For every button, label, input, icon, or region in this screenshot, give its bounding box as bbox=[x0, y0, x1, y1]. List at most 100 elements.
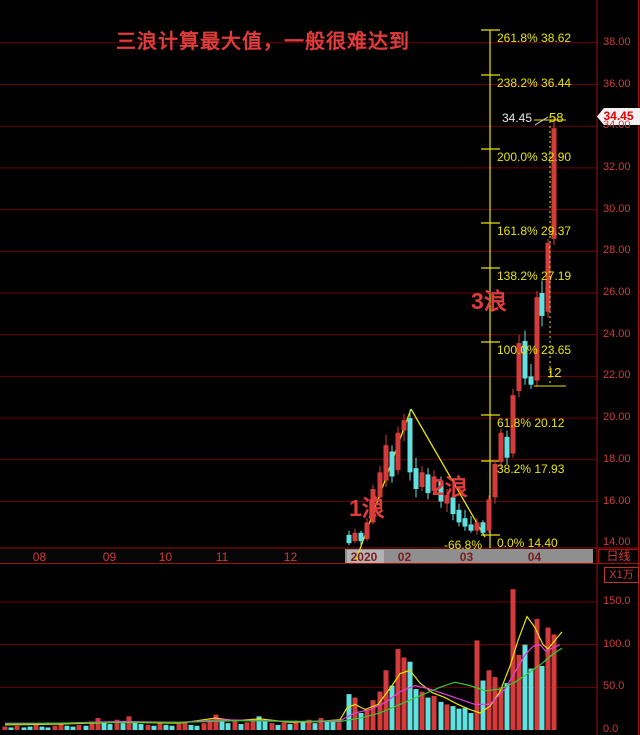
measure-bottom-label: 12 bbox=[547, 365, 562, 380]
volume-bar bbox=[425, 697, 431, 730]
candle-body bbox=[474, 522, 480, 531]
volume-bar bbox=[383, 670, 389, 730]
candle-body bbox=[504, 436, 510, 458]
volume-bar bbox=[377, 691, 383, 730]
x-tick-label: 10 bbox=[158, 550, 173, 564]
price-tick-label: 22.00 bbox=[603, 369, 631, 382]
volume-bar bbox=[539, 666, 545, 730]
candle-body bbox=[395, 432, 401, 471]
volume-bar bbox=[83, 725, 89, 730]
x-tick-label: 09 bbox=[102, 550, 117, 564]
volume-bar bbox=[182, 722, 188, 730]
fib-level-label: 200.0% 32.90 bbox=[497, 150, 572, 164]
volume-tick-label: 50.0 bbox=[603, 680, 625, 693]
volume-bar bbox=[250, 718, 256, 730]
volume-bar bbox=[58, 723, 64, 730]
volume-bar bbox=[401, 657, 407, 730]
volume-bar bbox=[114, 719, 120, 730]
price-tick-label: 20.00 bbox=[603, 411, 631, 424]
candle-body bbox=[480, 522, 486, 533]
volume-bar bbox=[76, 724, 82, 730]
volume-bar bbox=[169, 725, 175, 730]
volume-bar bbox=[486, 670, 492, 730]
volume-bar bbox=[516, 654, 522, 730]
volume-bar bbox=[157, 723, 163, 730]
fib-level-label: 0.0% 14.40 bbox=[497, 536, 558, 550]
candle-body bbox=[468, 524, 474, 531]
candle-body bbox=[545, 242, 551, 312]
candle-body bbox=[438, 480, 444, 502]
candle-body bbox=[456, 509, 462, 523]
volume-bar bbox=[492, 677, 498, 730]
volume-bar bbox=[2, 726, 8, 730]
measure-pointer-line bbox=[534, 116, 549, 126]
candle-body bbox=[528, 376, 534, 385]
fib-retrace-label: -66.8% bbox=[444, 538, 483, 552]
volume-bar bbox=[293, 720, 299, 730]
volume-bar bbox=[188, 724, 194, 730]
fib-level-label: 138.2% 27.19 bbox=[497, 269, 572, 283]
wave1-label: 1浪 bbox=[349, 495, 385, 521]
volume-bar bbox=[522, 644, 528, 730]
volume-tick-label: 150.0 bbox=[603, 595, 631, 607]
fib-level-label: 238.2% 36.44 bbox=[497, 76, 572, 90]
volume-bar bbox=[300, 722, 306, 730]
volume-bar bbox=[545, 627, 551, 730]
candle-body bbox=[401, 420, 407, 431]
volume-bar bbox=[132, 721, 138, 730]
volume-bar bbox=[330, 719, 336, 730]
volume-bar bbox=[324, 721, 330, 730]
volume-bar bbox=[33, 724, 39, 730]
candle-body bbox=[534, 297, 540, 381]
candle-body bbox=[486, 499, 492, 531]
volume-bar bbox=[101, 722, 107, 730]
candle-body bbox=[431, 476, 437, 492]
wave-trendline bbox=[355, 408, 412, 561]
volume-tick-label: 0.0 bbox=[603, 723, 619, 735]
candle-body bbox=[516, 343, 522, 391]
volume-bar bbox=[336, 722, 342, 730]
volume-bar bbox=[14, 725, 20, 730]
candle-body bbox=[346, 534, 352, 544]
volume-bar bbox=[256, 716, 262, 730]
measure-top-label: 58 bbox=[549, 110, 564, 125]
period-selector[interactable]: 日线 bbox=[598, 549, 639, 564]
volume-bar bbox=[528, 668, 534, 730]
volume-bar bbox=[176, 724, 182, 730]
volume-bar bbox=[504, 683, 510, 730]
volume-bar bbox=[419, 691, 425, 730]
volume-bar bbox=[8, 727, 14, 730]
candle-body bbox=[358, 532, 364, 542]
price-tick-label: 14.00 bbox=[603, 536, 631, 549]
chart-annotation-title: 三浪计算最大值，一般很难达到 bbox=[116, 31, 410, 53]
candle-body bbox=[383, 445, 389, 481]
x-tick-label: 08 bbox=[32, 550, 47, 564]
volume-bar bbox=[213, 714, 219, 730]
candle-body bbox=[444, 495, 450, 504]
x-tick-label: 11 bbox=[215, 550, 229, 564]
volume-tick-label: 100.0 bbox=[603, 637, 631, 650]
fib-level-label: 100.0% 23.65 bbox=[497, 343, 572, 357]
volume-bar bbox=[21, 727, 27, 730]
volume-bar bbox=[107, 724, 113, 730]
volume-bar bbox=[444, 704, 450, 730]
volume-bar bbox=[474, 640, 480, 730]
volume-bar bbox=[534, 619, 540, 730]
candle-body bbox=[522, 340, 528, 379]
x-tick-label: 12 bbox=[283, 550, 298, 564]
candle-body bbox=[352, 532, 358, 542]
candle-body bbox=[389, 451, 395, 477]
volume-bar bbox=[238, 724, 244, 730]
price-tick-label: 38.00 bbox=[603, 35, 631, 48]
volume-bar bbox=[138, 724, 144, 730]
volume-bar bbox=[232, 721, 238, 730]
volume-bar bbox=[45, 727, 51, 730]
volume-bar bbox=[456, 708, 462, 730]
price-tick-label: 26.00 bbox=[603, 286, 631, 298]
measure-high-price-label: 34.45 bbox=[502, 111, 533, 125]
price-tick-label: 16.00 bbox=[603, 494, 631, 507]
volume-bar bbox=[151, 725, 157, 730]
candle-body bbox=[462, 518, 468, 527]
volume-bar bbox=[89, 721, 95, 730]
